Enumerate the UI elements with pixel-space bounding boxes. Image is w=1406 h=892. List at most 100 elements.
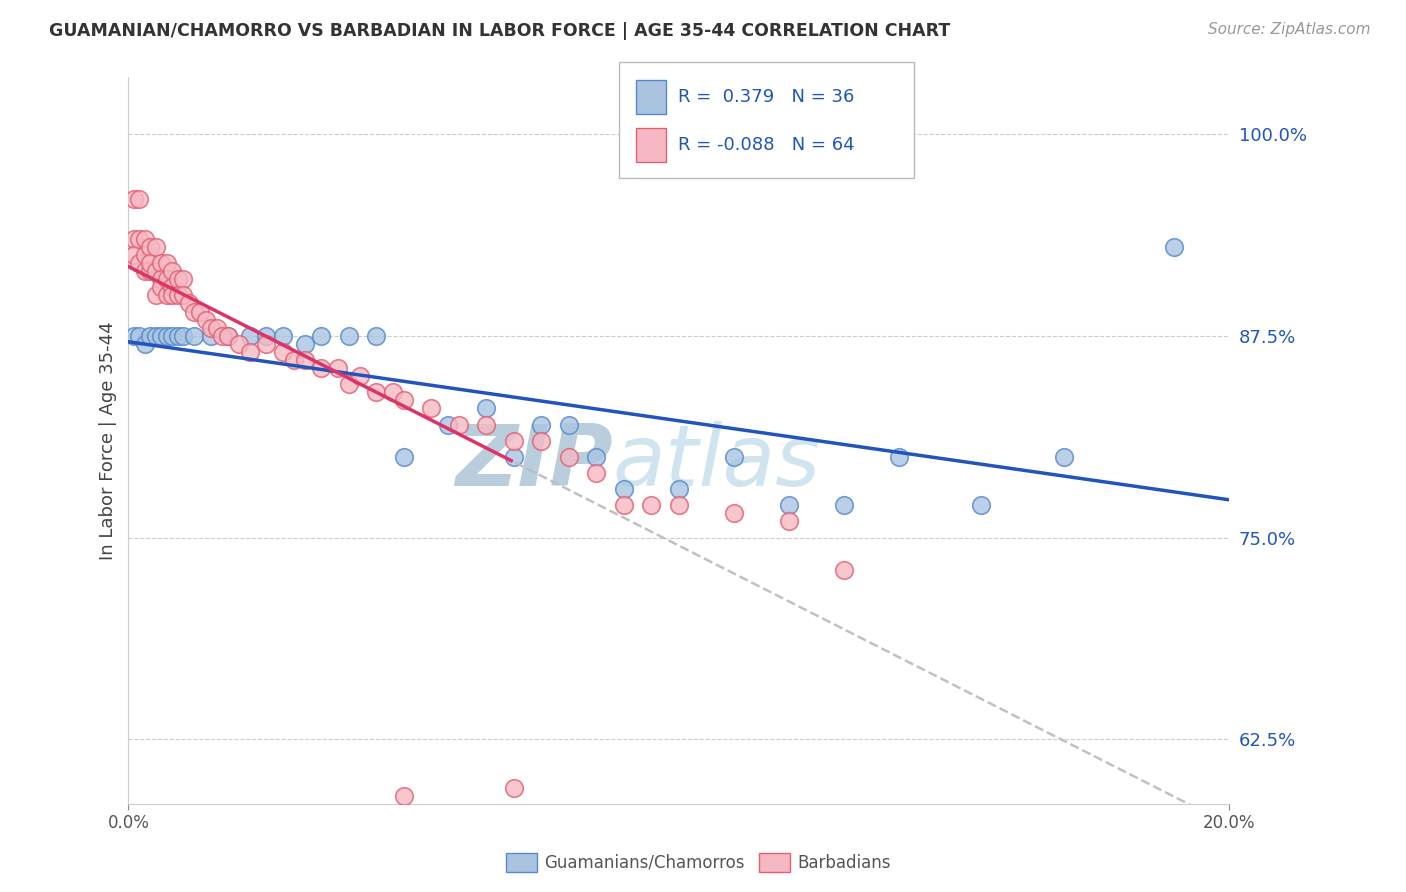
Point <box>778 515 800 529</box>
Point <box>122 328 145 343</box>
Point <box>238 345 260 359</box>
Point <box>122 232 145 246</box>
Point <box>162 280 184 294</box>
Text: R = -0.088   N = 64: R = -0.088 N = 64 <box>678 136 855 154</box>
Point <box>557 450 579 464</box>
Point <box>167 272 190 286</box>
Point <box>200 328 222 343</box>
Point <box>381 385 404 400</box>
Point <box>139 264 162 278</box>
Point <box>167 328 190 343</box>
Point <box>530 417 553 432</box>
Point <box>150 328 173 343</box>
Point <box>502 434 524 448</box>
Point <box>475 417 498 432</box>
Point <box>337 328 360 343</box>
Point <box>349 369 371 384</box>
Point <box>887 450 910 464</box>
Point <box>530 434 553 448</box>
Point <box>139 240 162 254</box>
Point <box>447 417 470 432</box>
Point <box>128 192 150 206</box>
Point <box>294 336 316 351</box>
Point <box>294 353 316 368</box>
Point <box>337 377 360 392</box>
Point <box>364 328 387 343</box>
Point <box>502 780 524 795</box>
Point <box>392 450 415 464</box>
Point <box>640 498 662 512</box>
Point <box>183 328 205 343</box>
Point <box>134 336 156 351</box>
Point <box>162 264 184 278</box>
Point <box>145 328 167 343</box>
Point <box>254 336 277 351</box>
Point <box>364 385 387 400</box>
Point <box>970 498 993 512</box>
Point <box>392 393 415 408</box>
Point <box>326 361 349 376</box>
Point <box>134 232 156 246</box>
Point <box>177 296 200 310</box>
Point <box>254 328 277 343</box>
Point <box>173 288 195 302</box>
Point <box>128 256 150 270</box>
Point <box>557 417 579 432</box>
Point <box>128 328 150 343</box>
Point <box>156 288 179 302</box>
Point <box>128 232 150 246</box>
Point <box>200 320 222 334</box>
Point <box>502 450 524 464</box>
Point <box>585 466 607 480</box>
Point <box>139 328 162 343</box>
Text: Barbadians: Barbadians <box>797 854 891 871</box>
Point <box>145 288 167 302</box>
Point <box>150 272 173 286</box>
Point <box>162 288 184 302</box>
Point <box>1163 240 1185 254</box>
Point <box>145 264 167 278</box>
Point <box>723 507 745 521</box>
Point <box>122 192 145 206</box>
Point <box>392 789 415 803</box>
Point <box>217 328 239 343</box>
Point <box>585 450 607 464</box>
Point <box>173 328 195 343</box>
Point <box>778 498 800 512</box>
Point <box>309 361 332 376</box>
Text: Guamanians/Chamorros: Guamanians/Chamorros <box>544 854 745 871</box>
Point <box>668 498 690 512</box>
Point <box>613 498 636 512</box>
Point <box>238 328 260 343</box>
Point <box>832 563 855 577</box>
Point <box>122 248 145 262</box>
Point <box>150 256 173 270</box>
Point <box>139 256 162 270</box>
Point <box>420 401 443 416</box>
Point <box>1053 450 1076 464</box>
Point <box>134 264 156 278</box>
Point <box>228 336 250 351</box>
Point <box>156 272 179 286</box>
Point <box>156 256 179 270</box>
Point <box>668 482 690 496</box>
Point <box>271 328 294 343</box>
Y-axis label: In Labor Force | Age 35-44: In Labor Force | Age 35-44 <box>100 321 117 560</box>
Text: R =  0.379   N = 36: R = 0.379 N = 36 <box>678 88 853 106</box>
Point <box>309 328 332 343</box>
Point <box>436 417 458 432</box>
Point <box>211 328 233 343</box>
Point <box>145 240 167 254</box>
Point <box>194 312 217 326</box>
Point <box>162 328 184 343</box>
Text: ZIP: ZIP <box>456 421 613 504</box>
Point <box>188 304 211 318</box>
Point <box>156 328 179 343</box>
Text: GUAMANIAN/CHAMORRO VS BARBADIAN IN LABOR FORCE | AGE 35-44 CORRELATION CHART: GUAMANIAN/CHAMORRO VS BARBADIAN IN LABOR… <box>49 22 950 40</box>
Point <box>613 482 636 496</box>
Point <box>723 450 745 464</box>
Point <box>217 328 239 343</box>
Text: atlas: atlas <box>613 421 821 504</box>
Text: Source: ZipAtlas.com: Source: ZipAtlas.com <box>1208 22 1371 37</box>
Point <box>283 353 305 368</box>
